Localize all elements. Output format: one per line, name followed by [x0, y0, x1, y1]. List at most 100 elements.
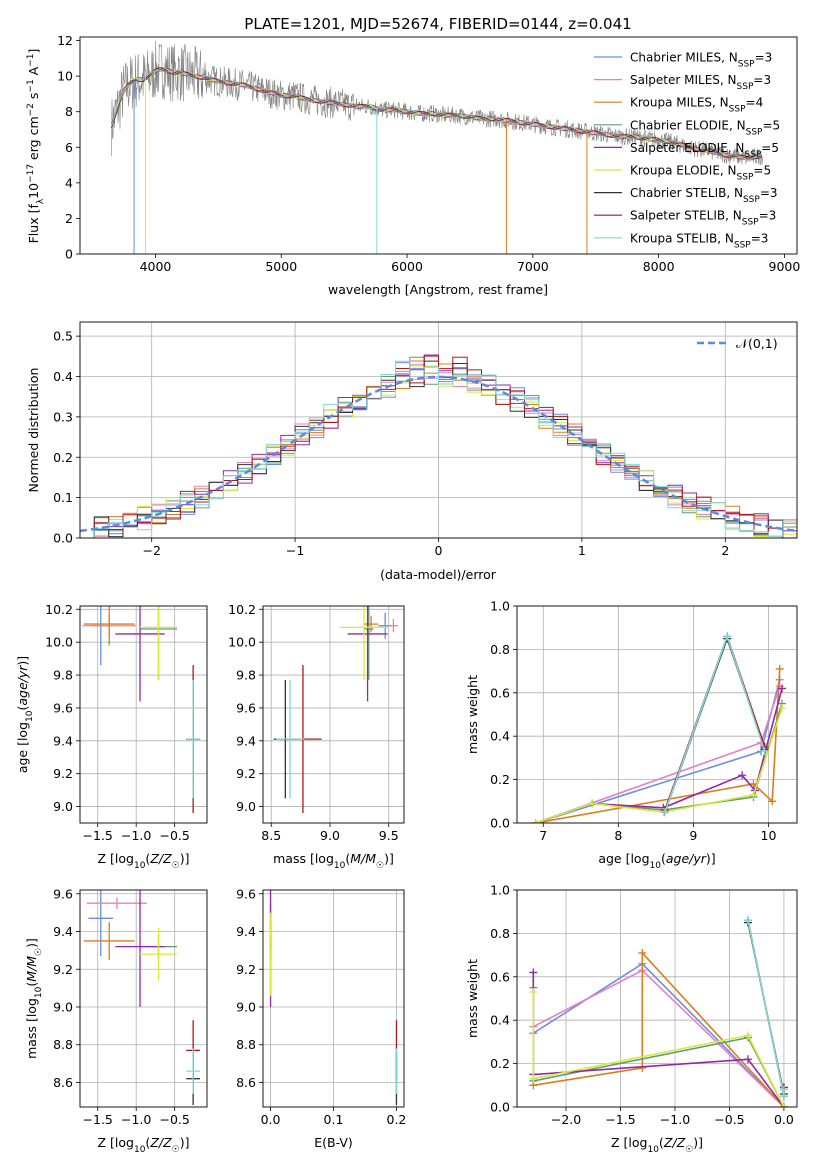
- mass-weight-line: [535, 703, 783, 823]
- legend-label: Chabrier STELIB, NSSP=3: [630, 186, 778, 205]
- panel-mass-vs-Z: −1.5 −1.0 −0.5 8.6 8.8 9.0 9.2 9.4 9.6 Z [log10(Z…: [24, 886, 208, 1155]
- y-tick-label: 9.6: [53, 886, 73, 901]
- panel-mass-vs-EBV: 0.0 0.1 0.2 8.6 8.8 9.0 9.2 9.4 9.6 E(B-V): [236, 886, 406, 1150]
- axes-frame: [79, 36, 798, 255]
- legend-label: Kroupa ELODIE, NSSP=5: [630, 164, 771, 183]
- plot-area-mass-weight-vs-age: [531, 632, 786, 823]
- model-spectrum-line: [111, 66, 763, 159]
- x-tick-label: 6000: [391, 259, 423, 274]
- x-tick-label: −2: [142, 543, 160, 558]
- x-tick-label: −1: [286, 543, 304, 558]
- mass-weight-marker: [638, 1063, 647, 1072]
- x-axis-label: Z [log10(Z/Z☉)]: [611, 1135, 703, 1155]
- mass-weight-marker: [760, 747, 769, 756]
- plot-area-mass-vs-EBV: [269, 890, 398, 1106]
- axes-frame: [262, 605, 405, 824]
- mass-weight-line: [535, 668, 781, 823]
- x-tick-label: −1.0: [660, 1112, 690, 1127]
- y-tick-label: 9.0: [236, 999, 256, 1014]
- x-axis-label: age [log10(age/yr)]: [598, 851, 715, 871]
- y-tick-label: 9.2: [236, 962, 256, 977]
- y-tick-label: 12: [57, 33, 73, 48]
- y-tick-label: 0.2: [490, 1056, 510, 1071]
- x-tick-label: −1.0: [121, 828, 151, 843]
- x-tick-label: 0.0: [774, 1112, 794, 1127]
- mass-weight-marker: [529, 1074, 538, 1083]
- panel-age-vs-mass: 8.5 9.0 9.5 9.0 9.2 9.4 9.6 9.8 10.0 10.2 mass [lo…: [228, 602, 405, 871]
- y-axis-label: age [log10(age/yr)]: [15, 656, 35, 773]
- y-axis-label: mass [log10(M/M☉)]: [24, 938, 44, 1059]
- mass-weight-marker: [743, 1031, 752, 1040]
- y-tick-label: 0.4: [490, 729, 510, 744]
- mass-weight-marker: [743, 916, 752, 925]
- y-tick-label: 10.2: [228, 602, 256, 617]
- x-tick-label: 0.1: [324, 1112, 344, 1127]
- x-tick-label: 7000: [517, 259, 549, 274]
- y-tick-label: 10: [57, 69, 73, 84]
- x-tick-label: 0.2: [387, 1112, 407, 1127]
- panel-mass-weight-vs-age: 7 8 9 10 0.0 0.2 0.4 0.6 0.8 1.0 age [log10(age/yr…: [465, 599, 798, 871]
- y-tick-label: 0.1: [53, 490, 73, 505]
- y-tick-label: 1.0: [490, 883, 510, 898]
- residual-histogram-step: [80, 360, 797, 538]
- legend-label: Chabrier MILES, NSSP=3: [630, 51, 772, 70]
- y-tick-label: 8.6: [53, 1075, 73, 1090]
- x-tick-label: −1.0: [121, 1112, 151, 1127]
- y-tick-label: 0.3: [53, 409, 73, 424]
- y-tick-label: 0.0: [490, 816, 510, 831]
- y-tick-label: 0.4: [490, 1013, 510, 1028]
- x-tick-label: 2: [721, 543, 729, 558]
- axes-frame: [79, 321, 798, 539]
- y-tick-label: 9.0: [53, 799, 73, 814]
- mass-weight-line: [535, 686, 781, 823]
- residual-histogram-step: [80, 355, 797, 538]
- y-tick-label: 8.6: [236, 1075, 256, 1090]
- y-tick-label: 0: [65, 247, 73, 262]
- x-tick-label: 10: [761, 828, 777, 843]
- mass-weight-marker: [529, 987, 538, 996]
- y-tick-label: 9.0: [236, 799, 256, 814]
- mass-weight-marker: [660, 808, 669, 817]
- x-tick-label: 9000: [769, 259, 801, 274]
- x-tick-label: 9.5: [379, 828, 399, 843]
- y-axis-label: mass weight: [465, 675, 480, 754]
- mass-weight-line: [535, 707, 783, 823]
- y-tick-label: 9.8: [53, 668, 73, 683]
- mass-weight-line: [533, 950, 785, 1107]
- mass-weight-marker: [768, 797, 777, 806]
- x-tick-label: 9: [689, 828, 697, 843]
- y-tick-label: 10.2: [45, 602, 73, 617]
- x-axis-label: wavelength [Angstrom, rest frame]: [328, 282, 548, 297]
- axes-frame: [79, 605, 208, 824]
- y-axis-label: Normed distribution: [26, 368, 41, 493]
- model-spectrum-line: [111, 67, 763, 160]
- mass-weight-marker: [775, 664, 784, 673]
- y-tick-label: 0.2: [53, 450, 73, 465]
- y-tick-label: 0.4: [53, 369, 73, 384]
- x-tick-label: −1.5: [83, 828, 113, 843]
- x-tick-label: 7: [539, 828, 547, 843]
- y-tick-label: 9.2: [53, 962, 73, 977]
- y-tick-label: 9.0: [53, 999, 73, 1014]
- mass-weight-marker: [743, 1055, 752, 1064]
- x-tick-label: 8.5: [261, 828, 281, 843]
- y-tick-label: 0.8: [490, 926, 510, 941]
- y-tick-label: 0.6: [490, 969, 510, 984]
- x-tick-label: 8000: [643, 259, 675, 274]
- y-tick-label: 9.4: [236, 924, 256, 939]
- y-tick-label: 8.8: [53, 1037, 73, 1052]
- y-tick-label: 8.8: [236, 1037, 256, 1052]
- legend-label: 𝒩(0,1): [736, 336, 778, 351]
- axes-frame: [262, 889, 405, 1108]
- x-tick-label: −2.0: [551, 1112, 581, 1127]
- y-tick-label: 4: [65, 175, 73, 190]
- mass-weight-marker: [777, 684, 786, 693]
- x-axis-label: Z [log10(Z/Z☉)]: [98, 1135, 190, 1155]
- legend-label: Chabrier ELODIE, NSSP=5: [630, 118, 780, 137]
- x-axis-label: mass [log10(M/M☉)]: [273, 851, 394, 871]
- axes-frame: [516, 605, 798, 824]
- y-tick-label: 2: [65, 211, 73, 226]
- x-tick-label: 5000: [265, 259, 297, 274]
- plot-area-age-vs-Z: [82, 606, 201, 814]
